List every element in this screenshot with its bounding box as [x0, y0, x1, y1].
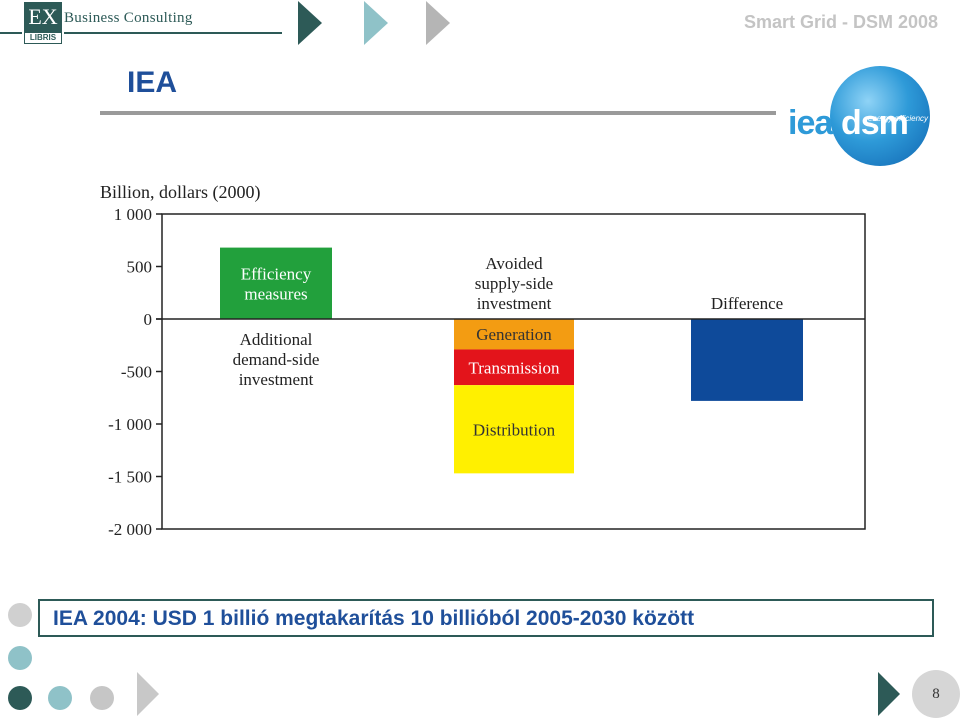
bar [454, 349, 574, 386]
annotation-label: Additional [240, 330, 313, 349]
y-tick-label: -500 [121, 363, 152, 382]
bar-label: Distribution [473, 420, 556, 439]
triangle-dark-icon [298, 1, 322, 45]
logo-name: Business Consulting [64, 10, 193, 26]
next-slide-icon[interactable] [878, 672, 900, 716]
triangle-grey-icon [137, 672, 159, 716]
bar [220, 247, 332, 319]
annotation-label: Difference [711, 294, 783, 313]
y-tick-label: 500 [127, 258, 153, 277]
y-tick-label: 0 [144, 310, 153, 329]
bar-label: measures [244, 284, 307, 303]
caption-box: IEA 2004: USD 1 billió megtakarítás 10 b… [38, 599, 934, 637]
triangle-grey-icon [426, 1, 450, 45]
circle-light-icon [48, 686, 72, 710]
annotation-label: investment [477, 294, 552, 313]
circle-grey-icon [90, 686, 114, 710]
logo-iea-text: iea [788, 104, 833, 142]
globe-icon [830, 66, 930, 166]
y-tick-label: -2 000 [108, 520, 152, 539]
presentation-title: Smart Grid - DSM 2008 [743, 12, 938, 32]
title-divider [100, 111, 776, 115]
page-title: IEA [127, 66, 178, 99]
bar-label: Efficiency [241, 264, 312, 283]
annotations: Additionaldemand-sideinvestmentAvoidedsu… [233, 254, 784, 389]
logo-mark: EX [24, 2, 62, 32]
y-axis-label: Billion, dollars (2000) [100, 182, 261, 203]
annotation-label: Avoided [485, 254, 543, 273]
logo-dsm-text: dsm [841, 104, 909, 142]
logo-underline [64, 32, 282, 34]
iea-dsm-logo: iea dsm energy efficiency [786, 66, 936, 170]
y-tick-label: -1 500 [108, 468, 152, 487]
logo-sub: LIBRIS [24, 32, 62, 44]
annotation-label: demand-side [233, 350, 320, 369]
y-tick-label: 1 000 [114, 205, 152, 224]
logo-tagline: energy efficiency [868, 114, 929, 123]
y-tick-label: -1 000 [108, 415, 152, 434]
bar-label: Generation [476, 325, 552, 344]
bar [691, 319, 803, 401]
page-number-badge: 8 [912, 670, 960, 718]
bar [454, 319, 574, 350]
circle-grey-icon [8, 603, 32, 627]
page-number: 8 [932, 686, 940, 702]
bar [454, 385, 574, 474]
annotation-label: supply-side [475, 274, 553, 293]
circle-light-icon [8, 646, 32, 670]
y-axis: 1 000 500 0 -500 -1 000 -1 500 -2 000 [108, 205, 162, 539]
company-logo: EX LIBRIS Business Consulting [0, 2, 282, 46]
logo-underline-left [0, 32, 22, 34]
bar-label: Transmission [468, 358, 560, 377]
circle-dark-icon [8, 686, 32, 710]
triangle-light-icon [364, 1, 388, 45]
caption-text: IEA 2004: USD 1 billió megtakarítás 10 b… [53, 607, 695, 630]
investment-chart: Billion, dollars (2000) 1 000 500 0 -500 -1 … [100, 182, 866, 539]
annotation-label: investment [239, 370, 314, 389]
plot-frame [161, 213, 866, 530]
